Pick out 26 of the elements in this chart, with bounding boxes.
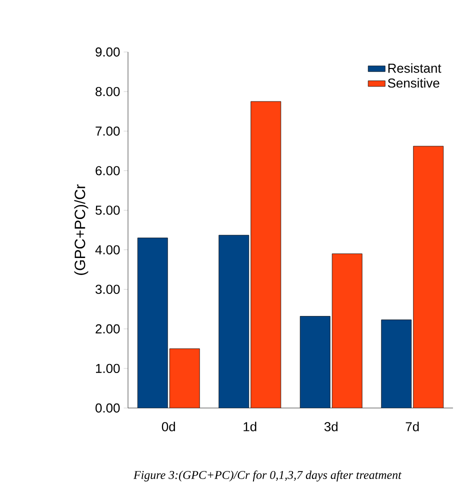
y-tick-label: 4.00 [95, 245, 120, 254]
y-tick-label: 8.00 [96, 86, 120, 96]
y-tick-label: 7.00 [96, 126, 120, 136]
legend-label: Resistant [388, 63, 442, 73]
bar [218, 235, 249, 408]
y-tick-label: 6.00 [96, 166, 120, 176]
x-tick-label: 3d [324, 422, 338, 432]
bar [413, 146, 444, 408]
y-tick-label: 1.00 [96, 364, 120, 374]
bar [300, 316, 330, 408]
y-tick-label: 9.00 [96, 47, 120, 57]
y-tick-label: 0.00 [96, 403, 120, 413]
y-tick-label: 3.00 [96, 284, 120, 294]
y-tick-label: 5.00 [96, 206, 120, 215]
legend-label: Sensitive [388, 78, 440, 88]
y-tick-label: 2.00 [96, 324, 120, 334]
bar [138, 238, 168, 408]
bar [250, 101, 281, 408]
y-axis-title: (GPC+PC)/Cr [74, 184, 88, 275]
x-tick-label: 7d [406, 422, 419, 432]
bar [381, 320, 412, 408]
caption: Figure 3:(GPC+PC)/Cr for 0,1,3,7 days after treatment [133, 470, 402, 482]
bar [332, 254, 362, 408]
x-tick-label: 1d [244, 422, 256, 432]
bar [170, 348, 200, 408]
x-tick-label: 0d [162, 422, 175, 432]
